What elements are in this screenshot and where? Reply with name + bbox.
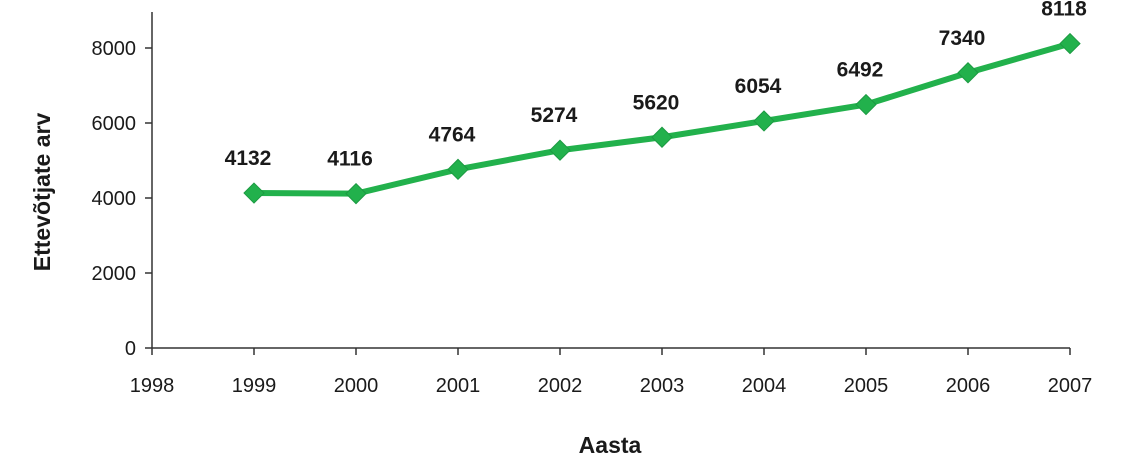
data-point-marker — [447, 158, 469, 181]
x-tick-label: 2002 — [538, 375, 583, 397]
data-point-marker — [753, 110, 775, 132]
x-tick-label: 2005 — [844, 375, 889, 397]
axes — [151, 12, 1070, 349]
data-label: 4764 — [429, 123, 476, 146]
data-label: 4132 — [225, 147, 272, 170]
y-tick-label: 2000 — [92, 263, 137, 285]
data-point-marker — [957, 62, 979, 84]
data-label: 7340 — [939, 27, 986, 50]
data-label: 8118 — [1041, 0, 1087, 21]
y-tick-label: 4000 — [92, 188, 137, 210]
y-tick-label: 0 — [125, 338, 136, 360]
data-label: 6492 — [837, 59, 884, 82]
x-tick-label: 2006 — [946, 375, 991, 397]
data-point-marker — [855, 93, 877, 116]
x-tick-label: 2004 — [742, 375, 787, 397]
data-labels: 4132 4116 4764 5274 5620 6054 6492 7340 8118 — [225, 0, 1087, 171]
data-point-marker — [345, 182, 367, 205]
y-axis-title: Ettevõtjate arv — [29, 113, 55, 272]
data-point-marker — [1059, 32, 1081, 55]
data-label: 4116 — [327, 148, 373, 171]
series-group — [243, 32, 1081, 205]
x-tick-label: 1998 — [130, 375, 175, 397]
x-tick-label: 2007 — [1048, 375, 1093, 397]
data-point-marker — [651, 126, 673, 148]
y-ticks: 0 2000 4000 6000 8000 — [92, 38, 152, 360]
x-tick-label: 1999 — [232, 375, 277, 397]
series-line — [251, 40, 1073, 197]
x-axis-title: Aasta — [579, 432, 642, 458]
data-label: 5620 — [633, 91, 680, 114]
x-ticks: 1998 1999 2000 2001 2002 2003 2004 2005 2006 2007 — [130, 348, 1093, 397]
data-label: 6054 — [735, 75, 782, 98]
x-tick-label: 2000 — [334, 375, 379, 397]
data-label: 5274 — [531, 104, 578, 127]
x-tick-label: 2001 — [436, 375, 481, 397]
data-point-marker — [243, 182, 265, 204]
data-point-marker — [549, 139, 571, 161]
y-tick-label: 8000 — [92, 38, 137, 60]
x-tick-label: 2003 — [640, 375, 685, 397]
y-tick-label: 6000 — [92, 113, 137, 135]
